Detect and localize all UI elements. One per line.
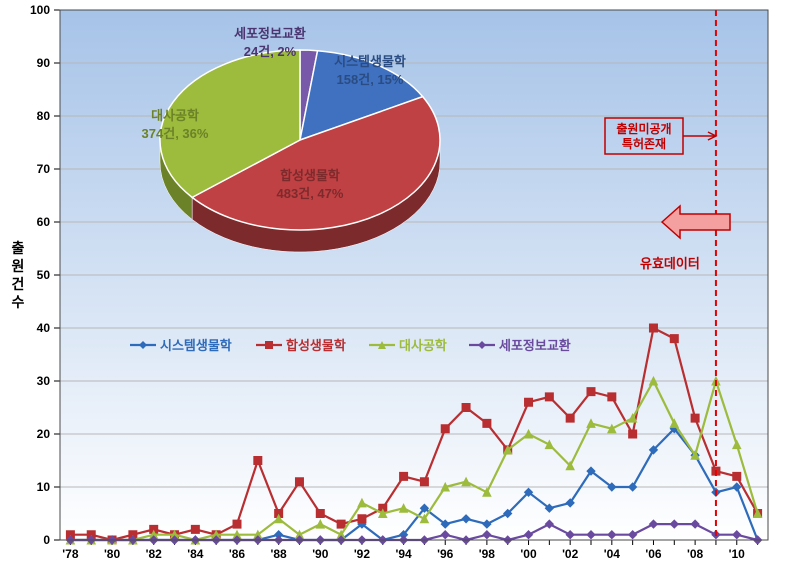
series-marker: [691, 414, 699, 422]
series-marker: [441, 425, 449, 433]
pie-label-title: 대사공학: [151, 108, 199, 123]
series-marker: [462, 404, 470, 412]
pie-label-value: 24건, 2%: [244, 44, 297, 59]
y-tick-label: 40: [37, 321, 51, 335]
series-marker: [420, 478, 428, 486]
series-marker: [337, 520, 345, 528]
y-tick-label: 70: [37, 162, 51, 176]
y-axis-title-char: 원: [12, 258, 25, 274]
series-marker: [608, 393, 616, 401]
chart-container: 0 10 20 30 40 50 60 70 80 90 100 출원건수 '78 '80 '82 '84 '8…: [0, 0, 793, 579]
y-tick-label: 100: [30, 3, 50, 17]
series-marker: [525, 398, 533, 406]
series-marker: [400, 472, 408, 480]
series-marker: [295, 478, 303, 486]
y-axis-title-char: 건: [12, 276, 25, 292]
x-tick-label: '80: [104, 547, 121, 561]
series-marker: [670, 335, 678, 343]
x-tick-label: '78: [62, 547, 79, 561]
legend-label: 세포정보교환: [499, 338, 571, 353]
y-tick-label: 30: [37, 374, 51, 388]
series-marker: [233, 520, 241, 528]
y-tick-label: 80: [37, 109, 51, 123]
x-tick-label: '06: [645, 547, 662, 561]
y-tick-label: 60: [37, 215, 51, 229]
legend-label: 대사공학: [399, 338, 447, 353]
x-tick-label: '08: [687, 547, 704, 561]
x-tick-label: '90: [312, 547, 329, 561]
legend-label: 시스템생물학: [160, 338, 232, 353]
series-marker: [483, 419, 491, 427]
y-tick-label: 20: [37, 427, 51, 441]
y-tick-label: 0: [43, 533, 50, 547]
series-marker: [587, 388, 595, 396]
x-tick-label: '92: [354, 547, 371, 561]
annotation-text: 출원미공개: [616, 121, 671, 136]
x-tick-label: '88: [271, 547, 288, 561]
x-tick-label: '98: [479, 547, 496, 561]
series-marker: [733, 472, 741, 480]
y-axis-title-char: 수: [12, 294, 25, 310]
series-marker: [316, 510, 324, 518]
y-axis-title-char: 출: [12, 240, 25, 256]
series-marker: [649, 324, 657, 332]
pie-label-value: 158건, 15%: [337, 72, 404, 87]
x-tick-label: '02: [562, 547, 579, 561]
x-tick-label: '84: [187, 547, 204, 561]
x-tick-label: '10: [729, 547, 746, 561]
legend-label: 합성생물학: [286, 338, 346, 353]
series-marker: [191, 525, 199, 533]
series-marker: [566, 414, 574, 422]
x-tick-label: '82: [146, 547, 163, 561]
series-marker: [545, 393, 553, 401]
valid-data-label: 유효데이터: [640, 256, 700, 271]
y-tick-label: 50: [37, 268, 51, 282]
pie-label-title: 시스템생물학: [334, 54, 406, 69]
pie-label-value: 483건, 47%: [277, 186, 344, 201]
x-tick-label: '86: [229, 547, 246, 561]
pie-label-title: 세포정보교환: [234, 26, 306, 41]
series-marker: [254, 457, 262, 465]
pie-label-title: 합성생물학: [280, 168, 340, 183]
series-marker: [358, 515, 366, 523]
series-marker: [629, 430, 637, 438]
x-tick-label: '04: [604, 547, 621, 561]
x-tick-label: '96: [437, 547, 454, 561]
x-tick-label: '94: [395, 547, 412, 561]
annotation-text: 특허존재: [622, 136, 666, 151]
chart-svg: 0 10 20 30 40 50 60 70 80 90 100 출원건수 '78 '80 '82 '84 '8…: [0, 0, 793, 579]
pie-label-value: 374건, 36%: [142, 126, 209, 141]
x-tick-label: '00: [520, 547, 537, 561]
legend-marker: [265, 341, 273, 349]
y-tick-label: 90: [37, 56, 51, 70]
y-tick-label: 10: [37, 480, 51, 494]
